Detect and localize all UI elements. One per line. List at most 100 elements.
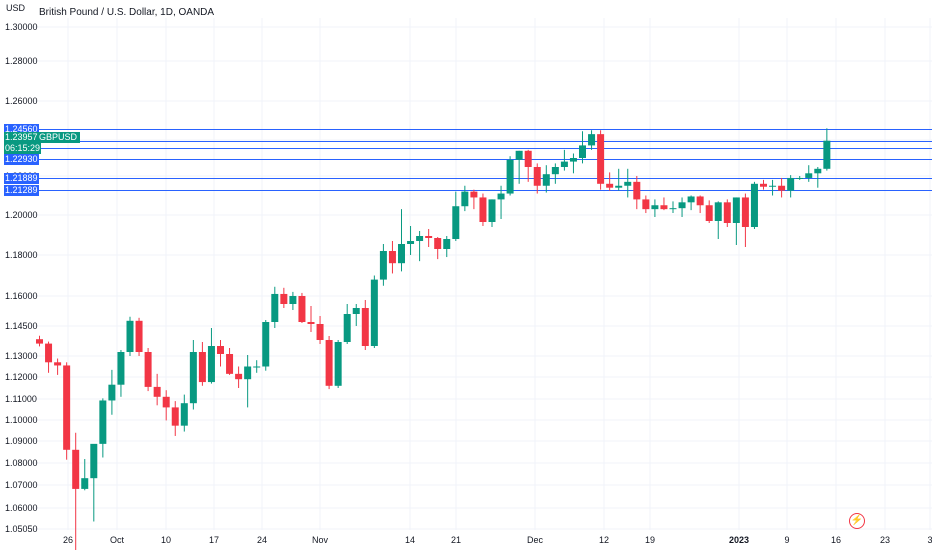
candle <box>63 362 71 460</box>
x-tick-label: 17 <box>209 535 219 545</box>
candle-body <box>615 185 623 188</box>
candle <box>452 191 460 241</box>
candle-body <box>479 197 487 222</box>
candle <box>651 199 659 217</box>
candle-body <box>343 314 351 342</box>
candle-body <box>588 134 596 146</box>
candle <box>162 390 170 421</box>
chart-title: British Pound / U.S. Dollar, 1D, OANDA <box>39 7 215 18</box>
y-tick-label: 1.28000 <box>5 56 38 66</box>
candle <box>633 176 641 210</box>
candle <box>217 340 224 367</box>
candle <box>524 149 532 182</box>
candle <box>660 197 668 211</box>
candle <box>769 179 777 196</box>
horizontal-levels[interactable] <box>33 129 932 191</box>
candle <box>126 316 134 356</box>
candle-body <box>642 199 650 210</box>
candle-body <box>443 239 451 249</box>
y-tick-label: 1.09000 <box>5 436 38 446</box>
candle-body <box>542 174 550 186</box>
candle-body <box>524 150 532 167</box>
candle-body <box>579 145 586 158</box>
candle-body <box>696 196 704 206</box>
candle <box>778 177 786 198</box>
candle-body <box>497 193 505 200</box>
candle <box>198 342 206 386</box>
candle <box>144 348 152 392</box>
x-tick-label: Oct <box>110 535 125 545</box>
level-price-label: 1.22930 <box>4 154 39 165</box>
candle <box>343 304 351 344</box>
candle-body <box>633 181 641 200</box>
countdown-label: 06:15:29 <box>4 143 42 154</box>
candle-body <box>334 342 342 386</box>
x-tick-label: 2023 <box>729 535 749 545</box>
candle-body <box>280 293 288 304</box>
candle-body <box>515 150 523 160</box>
x-tick-label: 12 <box>599 535 609 545</box>
candle-body <box>533 167 541 186</box>
candle-body <box>90 443 98 479</box>
candle-body <box>198 352 206 383</box>
y-tick-label: 1.13000 <box>5 351 38 361</box>
candle-body <box>470 191 478 198</box>
candle-body <box>45 343 53 363</box>
symbol-badge[interactable]: GBPUSD <box>36 132 81 143</box>
y-tick-label: 1.20000 <box>5 210 38 220</box>
y-tick-label: 1.16000 <box>5 291 38 301</box>
candle-body <box>235 373 243 380</box>
candle <box>615 168 623 191</box>
candle <box>750 181 758 229</box>
candle-body <box>307 322 315 324</box>
level-price-label: 1.21889 <box>4 173 39 184</box>
candle-body <box>398 244 405 264</box>
candle-body <box>162 396 170 408</box>
candle <box>361 300 369 350</box>
candle <box>488 199 496 227</box>
candle-body <box>434 238 442 249</box>
candle <box>714 201 722 239</box>
candle <box>696 195 704 214</box>
candle-body <box>63 365 71 450</box>
candle <box>705 200 713 223</box>
candle <box>533 163 541 194</box>
candle <box>226 348 234 375</box>
candle <box>153 373 161 406</box>
candle <box>189 340 197 410</box>
candle-body <box>217 346 224 354</box>
candle <box>280 287 288 308</box>
candle <box>244 355 252 408</box>
candle-body <box>253 366 261 368</box>
flash-icon[interactable]: ⚡ <box>849 513 865 529</box>
candle-body <box>379 251 387 280</box>
x-tick-label: 26 <box>63 535 73 545</box>
y-tick-label: 1.06000 <box>5 503 38 513</box>
candle-body <box>778 185 786 191</box>
candle <box>497 185 505 219</box>
candle <box>334 340 342 388</box>
candle <box>262 320 270 371</box>
x-tick-label: 21 <box>451 535 461 545</box>
candle-body <box>108 384 116 401</box>
candle-body <box>814 168 822 174</box>
candle-body <box>370 279 378 346</box>
candle-body <box>560 161 568 167</box>
candle <box>687 195 695 211</box>
candle <box>108 369 116 415</box>
candle <box>298 292 306 323</box>
candle <box>370 275 378 348</box>
candle <box>506 156 514 196</box>
candle <box>325 336 333 390</box>
y-tick-label: 1.14500 <box>5 321 38 331</box>
candles <box>36 128 831 550</box>
candle <box>678 197 686 217</box>
candle <box>787 175 795 198</box>
candle-body <box>606 183 614 188</box>
candle-body <box>207 346 215 383</box>
candle <box>479 193 487 226</box>
candle-body <box>488 199 496 222</box>
candle <box>741 193 749 247</box>
candle <box>416 231 424 262</box>
